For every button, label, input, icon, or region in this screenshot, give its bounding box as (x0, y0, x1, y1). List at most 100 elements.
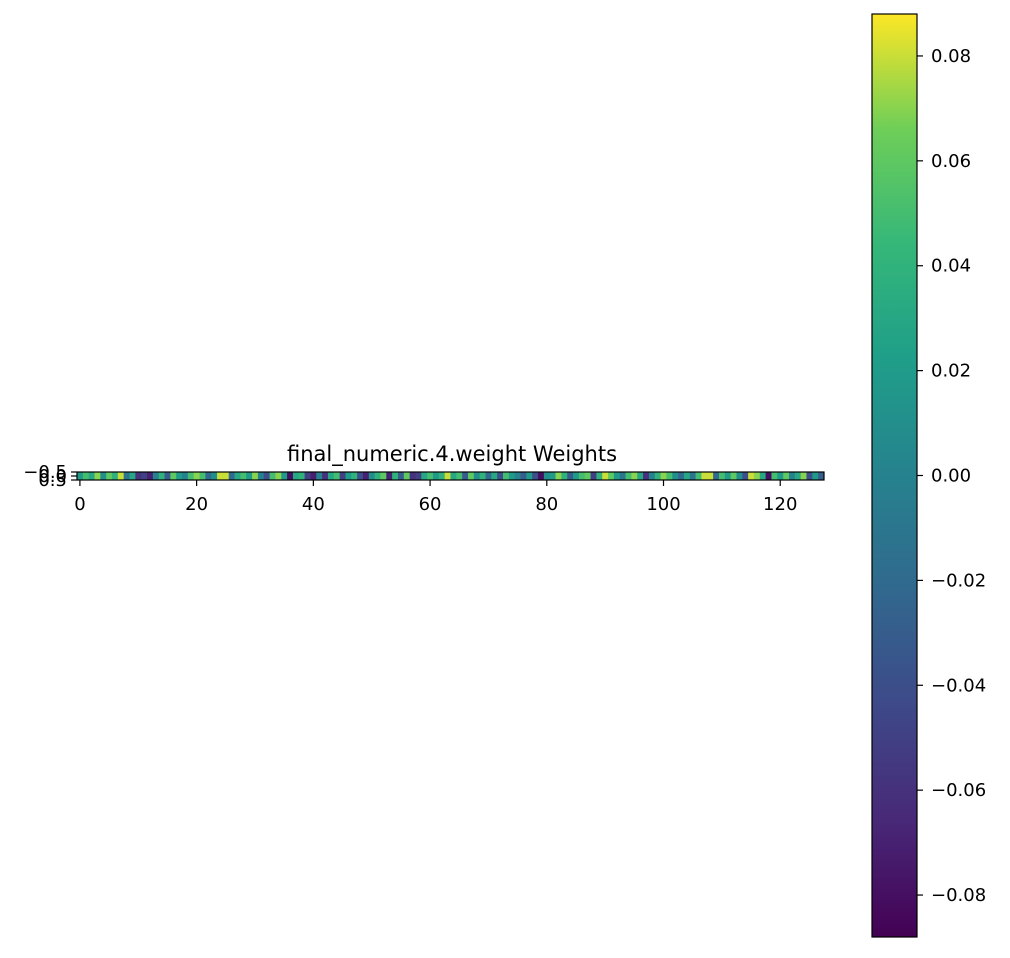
heatmap-cell (736, 472, 743, 480)
heatmap-cell (783, 472, 790, 480)
heatmap-cell (753, 472, 761, 480)
heatmap-cell (759, 472, 767, 480)
x-tick-label: 120 (763, 494, 797, 515)
heatmap-cell (788, 472, 796, 480)
heatmap-cell (672, 472, 679, 480)
colorbar-tick-label: 0.02 (931, 361, 971, 382)
heatmap-cell (596, 472, 603, 480)
heatmap-cell (479, 472, 486, 480)
heatmap-cell (748, 472, 755, 480)
heatmap-cell (637, 472, 644, 480)
heatmap-cell (491, 472, 498, 480)
colorbar-tick-label: −0.08 (931, 885, 986, 906)
x-tick-label: 0 (74, 494, 85, 515)
heatmap-cell (77, 472, 84, 480)
heatmap-cell (648, 472, 656, 480)
heatmap-cell (397, 472, 405, 480)
heatmap-cell (275, 472, 282, 480)
heatmap-cell (170, 472, 177, 480)
colorbar-axis: 0.08 0.06 0.04 0.02 0.00 −0.02 −0.04 −0.06 −0.08 (917, 46, 986, 906)
heatmap-cell (281, 472, 288, 480)
heatmap-cell (561, 472, 568, 480)
heatmap-cell (567, 472, 574, 480)
heatmap-cell (497, 472, 504, 480)
heatmap-cell (812, 472, 819, 480)
heatmap-cell (818, 472, 825, 480)
heatmap-cell (590, 472, 597, 480)
heatmap-cell (106, 472, 113, 480)
colorbar-tick-label: −0.04 (931, 675, 986, 696)
heatmap-cell (724, 472, 732, 480)
heatmap-cell (613, 472, 621, 480)
heatmap-cell (123, 472, 130, 480)
heatmap-cell (625, 472, 632, 480)
heatmap-cell (473, 472, 481, 480)
heatmap-cell (602, 472, 609, 480)
x-tick-label: 100 (646, 494, 680, 515)
heatmap-cell (462, 472, 469, 480)
heatmap-cell (520, 472, 527, 480)
heatmap-cell (292, 472, 300, 480)
heatmap-cell (246, 472, 253, 480)
heatmap-cell (141, 472, 148, 480)
heatmap-cell (351, 472, 358, 480)
heatmap-cell (415, 472, 422, 480)
heatmap-cells (77, 472, 825, 480)
y-tick-label: 0.5 (38, 470, 67, 491)
heatmap-cell (543, 472, 551, 480)
heatmap-cell (654, 472, 661, 480)
heatmap-cell (777, 472, 784, 480)
heatmap-cell (222, 472, 230, 480)
colorbar-tick-label: 0.04 (931, 256, 971, 277)
heatmap-cell (409, 472, 416, 480)
heatmap-cell (176, 472, 183, 480)
heatmap-cell (269, 472, 276, 480)
heatmap-cell (730, 472, 737, 480)
heatmap-cell (456, 472, 463, 480)
heatmap-cell (713, 472, 720, 480)
heatmap-cell (444, 472, 451, 480)
heatmap-cell (707, 472, 714, 480)
heatmap-cell (660, 472, 667, 480)
colorbar-tick-label: 0.06 (931, 151, 971, 172)
heatmap-cell (695, 472, 702, 480)
heatmap-cell (112, 472, 119, 480)
heatmap-cell (432, 472, 440, 480)
heatmap-cell (380, 472, 387, 480)
heatmap-cell (333, 472, 341, 480)
heatmap-cell (327, 472, 335, 480)
heatmap-cell (485, 472, 492, 480)
heatmap-cell (211, 472, 218, 480)
heatmap-cell (117, 472, 125, 480)
heatmap-cell (135, 472, 142, 480)
heatmap-cell (689, 472, 697, 480)
heatmap-cell (514, 472, 521, 480)
heatmap-cell (532, 472, 539, 480)
heatmap-cell (421, 472, 428, 480)
heatmap-cell (508, 472, 516, 480)
heatmap-cell (147, 472, 154, 480)
heatmap-cell (800, 472, 807, 480)
heatmap-cell (392, 472, 399, 480)
heatmap-cell (316, 472, 323, 480)
heatmap-cell (468, 472, 475, 480)
heatmap-cell (765, 472, 772, 480)
y-axis: −0.50.00.5 (23, 462, 77, 491)
colorbar-tick-label: 0.00 (931, 466, 971, 487)
heatmap-cell (298, 472, 306, 480)
heatmap-cell (806, 472, 813, 480)
heatmap-cell (578, 472, 586, 480)
heatmap-cell (205, 472, 212, 480)
heatmap-cell (701, 472, 708, 480)
heatmap-cell (187, 472, 195, 480)
heatmap-cell (374, 472, 381, 480)
heatmap-cell (217, 472, 224, 480)
colorbar (872, 14, 917, 937)
heatmap-cell (199, 472, 206, 480)
heatmap-cell (403, 472, 411, 480)
heatmap-cell (503, 472, 510, 480)
heatmap-cell (304, 472, 311, 480)
heatmap-cell (152, 472, 160, 480)
